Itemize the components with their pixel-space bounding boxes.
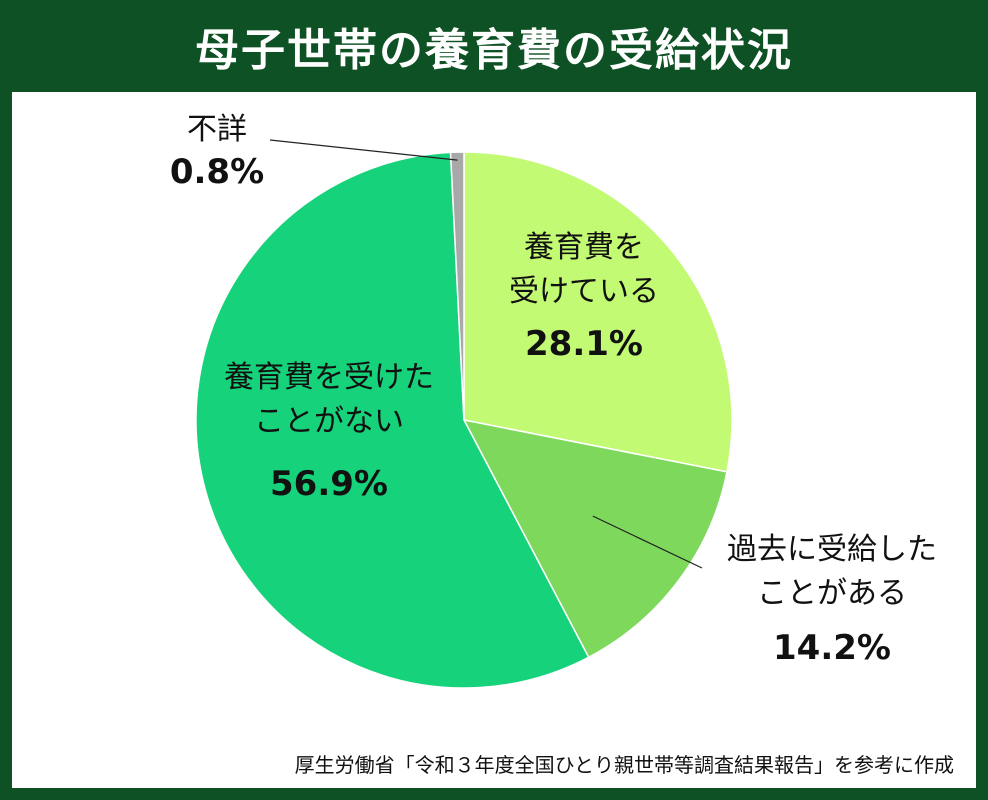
slice-value-label: 14.2%: [773, 628, 891, 668]
slice-label-line: ことがない: [254, 404, 404, 439]
slice-label-received-before: 過去に受給した ことがある 14.2%: [700, 528, 964, 674]
slice-value-label: 28.1%: [525, 324, 643, 364]
leader-line-received-before: [592, 515, 703, 569]
slice-value-label: 56.9%: [270, 464, 388, 504]
pie-slice-received-before: [462, 418, 728, 659]
slice-label-line: 過去に受給した: [727, 532, 937, 567]
pie-slice-unknown: [449, 151, 465, 421]
slice-label-never-received: 養育費を受けた ことがない 56.9%: [197, 356, 461, 510]
slice-label-receiving: 養育費を 受けている 28.1%: [474, 226, 694, 370]
slice-label-line: ことがある: [757, 576, 907, 611]
slice-value-label: 0.8%: [169, 152, 265, 192]
slice-label-line: 不詳: [187, 112, 247, 147]
slice-label-line: 受けている: [509, 274, 659, 309]
slice-label-line: 養育費を: [524, 230, 644, 265]
slice-label-unknown: 不詳 0.8%: [162, 110, 272, 194]
pie-slice-never-received: [195, 151, 590, 689]
pie-slice-receiving: [463, 151, 733, 473]
source-note: 厚生労働省「令和３年度全国ひとり親世帯等調査結果報告」を参考に作成: [294, 753, 954, 777]
slice-label-line: 養育費を受けた: [224, 360, 434, 395]
leader-line-unknown: [269, 139, 458, 161]
page-title: 母子世帯の養育費の受給状況: [195, 25, 793, 76]
chart-panel: 養育費を 受けている 28.1% 過去に受給した ことがある 14.2% 養育費…: [12, 92, 976, 788]
pie-chart: [195, 139, 733, 689]
